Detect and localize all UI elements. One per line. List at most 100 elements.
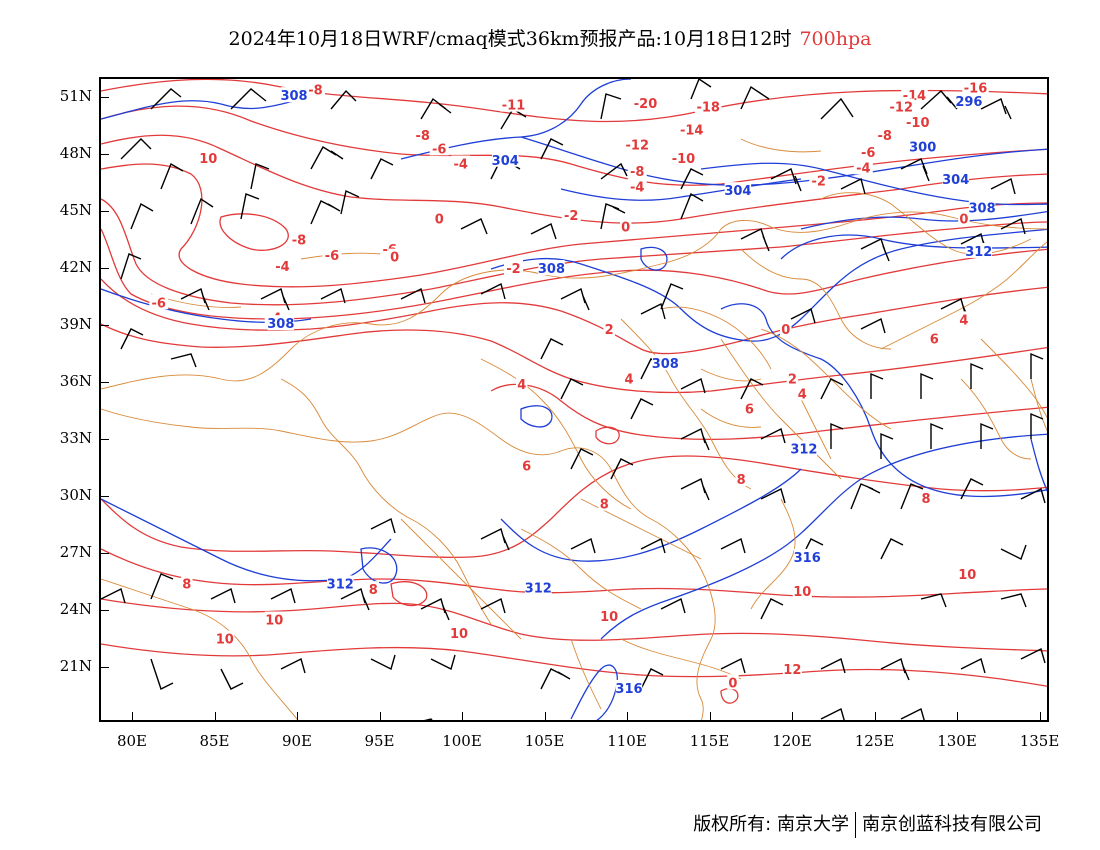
lat-tick-label: 51N bbox=[59, 86, 92, 105]
height-contour-label: 308 bbox=[969, 201, 996, 216]
isotherm-label: -8 bbox=[292, 234, 306, 249]
height-contour-label: 308 bbox=[538, 262, 565, 277]
isotherm-label: -2 bbox=[812, 175, 826, 190]
isotherm-label-bg bbox=[451, 155, 471, 171]
isotherm-label: -6 bbox=[325, 249, 339, 264]
isotherm-label: 0 bbox=[621, 220, 630, 235]
isotherm-label: 0 bbox=[728, 676, 737, 691]
lon-tick-label: 115E bbox=[689, 732, 730, 750]
lat-tick-mark bbox=[101, 153, 109, 155]
lon-tick-mark bbox=[627, 712, 628, 720]
isotherm-label: -8 bbox=[308, 83, 322, 98]
isotherm-label: -4 bbox=[275, 260, 289, 275]
credit-separator bbox=[855, 812, 856, 838]
lon-tick-label: 135E bbox=[1019, 732, 1060, 750]
height-contour-label-bg bbox=[492, 151, 519, 167]
isotherm-label-bg bbox=[603, 320, 615, 336]
height-contour-label-bg bbox=[615, 679, 643, 695]
isotherm-label: 10 bbox=[793, 585, 811, 600]
height-contour-label: 312 bbox=[790, 443, 817, 458]
isotherm-label: 4 bbox=[959, 313, 968, 328]
height-contour-label: 312 bbox=[525, 581, 552, 596]
lat-tick-mark bbox=[101, 96, 109, 98]
isotherm-label-bg bbox=[598, 495, 610, 511]
isotherm-label: -18 bbox=[696, 101, 720, 116]
isotherm-label-bg bbox=[928, 330, 940, 346]
height-contour-label: 308 bbox=[652, 357, 679, 372]
isotherm-label-bg bbox=[623, 370, 635, 386]
lon-tick-label: 100E bbox=[442, 732, 482, 750]
isotherm-label-bg bbox=[780, 320, 792, 336]
isotherm-label-bg bbox=[670, 149, 697, 165]
isotherm-label: -10 bbox=[906, 116, 930, 131]
lat-tick-mark bbox=[101, 210, 109, 212]
isotherm-label: 10 bbox=[265, 614, 283, 629]
lon-tick-label: 110E bbox=[607, 732, 647, 750]
height-contour-label: 300 bbox=[909, 140, 936, 155]
isotherm-label-bg bbox=[215, 630, 235, 646]
isotherm-label-bg bbox=[322, 246, 342, 262]
height-contour-label-bg bbox=[267, 315, 295, 331]
isotherm-label-bg bbox=[957, 565, 977, 581]
isotherm-label: 0 bbox=[435, 213, 444, 228]
lat-tick-mark bbox=[101, 267, 109, 269]
height-contour-label: 296 bbox=[955, 95, 982, 110]
isotherm-label-bg bbox=[264, 611, 284, 627]
boundary-lines bbox=[101, 138, 1047, 720]
isotherm-label-bg bbox=[901, 87, 928, 103]
isotherm-label-bg bbox=[181, 575, 193, 591]
isotherm-label: 0 bbox=[390, 251, 399, 266]
lon-tick-mark bbox=[1039, 712, 1041, 720]
height-contour-label-bg bbox=[965, 242, 993, 258]
lon-tick-label: 120E bbox=[772, 732, 812, 750]
lat-tick-mark bbox=[101, 666, 109, 668]
isotherm-label-bg bbox=[809, 172, 829, 188]
isotherm-label-bg bbox=[792, 583, 812, 599]
owner-nju: 南京大学 bbox=[777, 814, 849, 835]
isotherm-label-bg bbox=[782, 660, 802, 676]
lon-tick-label: 90E bbox=[281, 732, 313, 750]
isotherm-label: 10 bbox=[199, 152, 217, 167]
lon-tick-label: 125E bbox=[854, 732, 895, 750]
height-contour-label: 312 bbox=[965, 245, 992, 260]
isotherm-label: -8 bbox=[416, 129, 430, 144]
isotherm-label-bg bbox=[149, 294, 169, 310]
height-contour-label-bg bbox=[955, 92, 983, 108]
lon-tick-mark bbox=[297, 712, 298, 720]
isotherm-label-bg bbox=[619, 218, 632, 234]
isotherm-label-bg bbox=[962, 79, 989, 95]
isotherm-label-bg bbox=[958, 311, 970, 327]
isotherm-label-bg bbox=[796, 385, 808, 401]
isotherm-label: 8 bbox=[921, 492, 930, 507]
isotherm-label-bg bbox=[727, 674, 739, 690]
lon-tick-mark bbox=[957, 712, 958, 720]
height-contour-label-bg bbox=[525, 579, 552, 595]
lon-tick-label: 95E bbox=[364, 732, 395, 750]
lat-tick-label: 30N bbox=[59, 485, 92, 504]
lat-tick-label: 48N bbox=[59, 143, 92, 162]
forecast-map: -810-6-8-4-6-4-11-8-6-40-60-2-20-20-18-1… bbox=[101, 79, 1047, 720]
height-contour-label-bg bbox=[652, 355, 679, 371]
copyright-label: 版权所有: bbox=[693, 814, 772, 835]
isotherm-label-bg bbox=[627, 163, 647, 179]
page-title: 2024年10月18日WRF/cmaq模式36km预报产品:10月18日12时 7… bbox=[0, 24, 1100, 51]
isotherm-label: 6 bbox=[930, 332, 939, 347]
lat-tick-label: 42N bbox=[59, 257, 92, 276]
isotherm-label-layer: -810-6-8-4-6-4-11-8-6-40-60-2-20-20-18-1… bbox=[149, 79, 989, 691]
height-contour-label: 316 bbox=[794, 551, 821, 566]
lon-tick-mark bbox=[709, 712, 711, 720]
isotherm-label: -4 bbox=[630, 180, 644, 195]
isotherm-label-bg bbox=[786, 370, 799, 386]
lat-tick-mark bbox=[101, 324, 109, 326]
isotherm-label: -6 bbox=[861, 146, 875, 161]
isotherm-label-bg bbox=[958, 210, 970, 226]
isotherm-label: -8 bbox=[630, 165, 644, 180]
isotherm-label-bg bbox=[920, 489, 932, 505]
isotherm-label: 10 bbox=[958, 568, 976, 583]
isotherm-label: 0 bbox=[781, 323, 790, 338]
height-contour-label-bg bbox=[790, 440, 818, 456]
isotherm-label: -6 bbox=[432, 142, 446, 157]
lon-tick-mark bbox=[132, 712, 133, 720]
isotherm-label: 6 bbox=[522, 460, 531, 475]
